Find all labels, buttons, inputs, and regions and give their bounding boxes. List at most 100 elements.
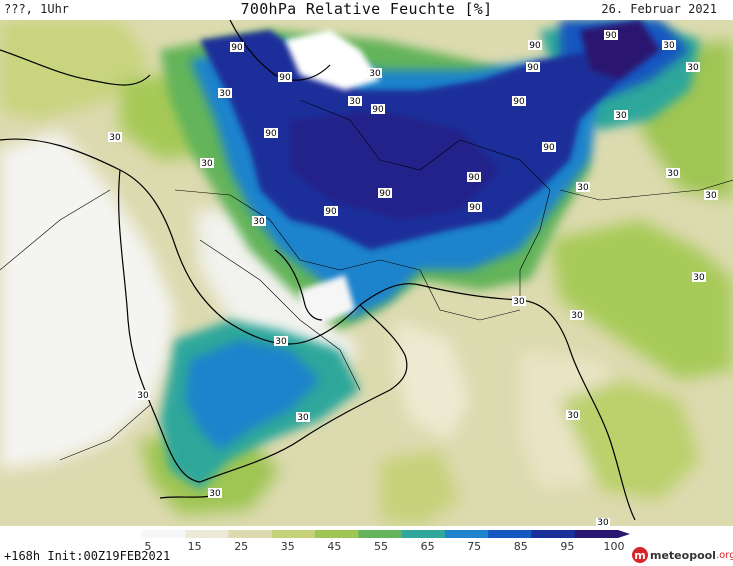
contour-label-box	[512, 296, 526, 306]
contour-label-box	[324, 206, 338, 216]
legend-swatch	[228, 530, 273, 538]
coastlines	[0, 20, 636, 521]
contour-label-box	[528, 40, 542, 50]
contour-label: 30	[369, 69, 381, 79]
contour-label: 90	[469, 203, 481, 213]
contour-label: 30	[705, 191, 717, 201]
contour-label-box	[666, 168, 680, 178]
header: ???, 1Uhr 700hPa Relative Feuchte [%] 26…	[0, 0, 733, 20]
contour-label-box	[108, 132, 122, 142]
contour-label: 30	[687, 63, 699, 73]
contour-label-box	[662, 40, 676, 50]
contour-label-box	[264, 128, 278, 138]
legend-swatch	[358, 530, 403, 538]
contour-label: 90	[279, 73, 291, 83]
run-info: +168h Init:00Z19FEB2021	[4, 549, 171, 563]
legend-tick-label: 25	[234, 540, 249, 553]
legend-swatch	[574, 530, 619, 538]
contour-label: 90	[325, 207, 337, 217]
legend-swatch	[444, 530, 489, 538]
contour-label: 30	[137, 391, 149, 401]
contour-label-box	[296, 412, 310, 422]
legend-tick-label: 15	[187, 540, 202, 553]
contour-label: 90	[527, 63, 539, 73]
legend-arrow	[618, 530, 630, 538]
legend-tick-label: 5	[144, 540, 152, 553]
contour-label: 30	[693, 273, 705, 283]
legend-tick-label: 100	[603, 540, 625, 553]
legend-swatch	[401, 530, 446, 538]
contour-label: 30	[567, 411, 579, 421]
contour-label-box	[136, 390, 150, 400]
meteopool-logo[interactable]: m meteopool .org	[632, 546, 733, 564]
contour-label: 90	[529, 41, 541, 51]
borders	[0, 99, 733, 461]
contour-label-box	[596, 518, 610, 526]
contour-label-box	[348, 96, 362, 106]
contour-label-box	[467, 172, 481, 182]
forecast-date: 26. Februar 2021	[601, 2, 717, 16]
contour-label: 30	[275, 337, 287, 347]
dry-patches	[285, 30, 380, 325]
contour-label-box	[542, 142, 556, 152]
contour-label-box	[218, 88, 232, 98]
contour-label-box	[704, 190, 718, 200]
contour-label: 90	[543, 143, 555, 153]
legend-swatch	[315, 530, 359, 538]
contour-label-box	[378, 188, 392, 198]
contour-label-box	[576, 182, 590, 192]
legend-tick-label: 55	[374, 540, 388, 553]
legend-swatch	[142, 530, 186, 538]
legend-colorbar	[142, 530, 630, 538]
legend-tick-label: 75	[467, 540, 482, 553]
contour-label: 90	[605, 31, 617, 41]
contour-label: 30	[201, 159, 213, 169]
contour-label-box	[686, 62, 700, 72]
contour-label: 90	[265, 129, 277, 139]
contour-label-box	[526, 62, 540, 72]
contour-label-box	[512, 96, 526, 106]
humidity-map: 90 90 90 90 90 90 90 90 90 90 90 90 90	[0, 20, 733, 526]
contour-label-box	[371, 104, 385, 114]
contour-label: 30	[667, 169, 679, 179]
contour-label-box	[252, 216, 266, 226]
legend-tick-label: 45	[327, 540, 342, 553]
legend-tick-label: 85	[513, 540, 528, 553]
contour-label-box	[468, 202, 482, 212]
humidity-field-very-high	[200, 20, 660, 250]
contour-label: 90	[231, 43, 243, 53]
contour-label: 30	[663, 41, 675, 51]
contour-label-box	[368, 68, 382, 78]
contour-label: 30	[297, 413, 309, 423]
legend	[0, 526, 733, 566]
contour-label: 30	[615, 111, 627, 121]
contour-label: 30	[513, 297, 525, 307]
contour-label: 90	[468, 173, 480, 183]
legend-swatch	[185, 530, 230, 538]
contour-label: 90	[372, 105, 384, 115]
contour-label-box	[614, 110, 628, 120]
contour-label: 30	[597, 518, 609, 526]
legend-tick-label: 95	[560, 540, 575, 553]
contour-label: 90	[513, 97, 525, 107]
legend-swatch	[531, 530, 576, 538]
logo-suffix: .org	[715, 549, 733, 561]
logo-text: meteopool	[650, 548, 716, 562]
legend-tick-label: 35	[280, 540, 295, 553]
contour-label-box	[274, 336, 288, 346]
contour-label-box	[200, 158, 214, 168]
contour-label: 30	[253, 217, 265, 227]
contour-label-box	[208, 488, 222, 498]
legend-tick-label: 65	[420, 540, 435, 553]
contour-label: 30	[349, 97, 361, 107]
contour-labels: 90 90 90 90 90 90 90 90 90 90 90 90 90	[108, 30, 718, 526]
contour-label-box	[278, 72, 292, 82]
logo-icon: m	[632, 547, 648, 563]
map-title: 700hPa Relative Feuchte [%]	[240, 0, 493, 18]
contour-label-box	[230, 42, 244, 52]
legend-swatch	[271, 530, 316, 538]
contour-label: 90	[379, 189, 391, 199]
forecast-day-label: ???, 1Uhr	[4, 2, 70, 16]
contour-label-box	[566, 410, 580, 420]
